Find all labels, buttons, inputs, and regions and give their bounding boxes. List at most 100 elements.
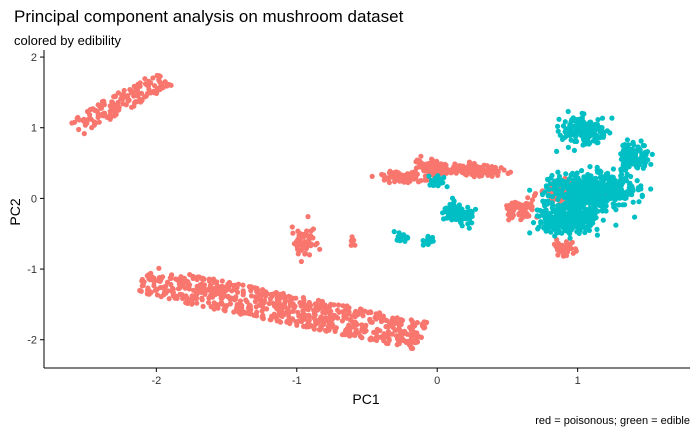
data-point-poisonous [373, 311, 379, 317]
data-point-edible [620, 142, 626, 148]
data-point-edible [629, 192, 635, 198]
data-point-poisonous [306, 236, 312, 242]
data-point-poisonous [111, 113, 117, 119]
data-point-poisonous [421, 325, 427, 331]
data-point-poisonous [481, 162, 487, 168]
data-point-edible [569, 193, 575, 199]
data-point-edible [539, 191, 546, 198]
data-point-poisonous [111, 104, 117, 111]
data-point-poisonous [398, 317, 404, 323]
data-point-edible [587, 164, 593, 170]
data-point-poisonous [373, 316, 379, 322]
data-point-edible [638, 138, 644, 144]
data-point-edible [530, 220, 537, 226]
data-point-poisonous [294, 244, 300, 251]
data-point-poisonous [300, 317, 306, 323]
data-point-poisonous [328, 320, 334, 326]
data-point-poisonous [466, 159, 473, 165]
data-point-poisonous [286, 310, 292, 316]
data-point-poisonous [186, 286, 192, 292]
data-point-poisonous [326, 326, 333, 332]
data-point-edible [429, 177, 435, 184]
data-point-poisonous [163, 283, 169, 289]
data-point-poisonous [254, 313, 260, 319]
data-point-edible [624, 171, 630, 177]
data-point-poisonous [408, 345, 415, 351]
data-point-poisonous [243, 297, 249, 303]
data-point-poisonous [415, 179, 422, 185]
data-point-poisonous [276, 300, 282, 306]
data-point-poisonous [396, 339, 402, 346]
data-point-edible [586, 210, 592, 216]
data-point-poisonous [154, 292, 160, 298]
data-point-poisonous [339, 318, 345, 324]
data-point-edible [575, 182, 581, 188]
data-point-edible [642, 163, 648, 169]
data-point-edible [570, 214, 576, 220]
data-point-edible [594, 226, 600, 232]
data-point-poisonous [210, 290, 216, 296]
data-point-poisonous [240, 290, 246, 296]
data-point-edible [552, 224, 558, 231]
data-point-edible [584, 224, 590, 230]
data-point-poisonous [529, 197, 536, 203]
data-point-poisonous [220, 294, 226, 300]
data-point-poisonous [303, 313, 309, 319]
data-point-edible [634, 178, 640, 184]
data-point-poisonous [352, 242, 358, 248]
data-point-poisonous [135, 81, 141, 87]
data-point-edible [444, 184, 450, 190]
data-point-edible [582, 208, 588, 214]
data-point-poisonous [357, 333, 364, 340]
data-point-edible [588, 193, 594, 199]
data-point-poisonous [99, 99, 105, 105]
data-point-poisonous [260, 312, 266, 318]
data-point-poisonous [381, 177, 387, 183]
data-point-edible [569, 130, 575, 136]
data-point-poisonous [418, 153, 424, 159]
data-point-poisonous [373, 335, 379, 341]
data-point-edible [631, 151, 637, 157]
data-point-edible [458, 206, 464, 212]
data-point-poisonous [311, 322, 317, 329]
data-point-edible [536, 224, 542, 230]
data-point-poisonous [253, 304, 259, 310]
data-point-edible [546, 192, 552, 198]
data-point-edible [562, 215, 568, 221]
data-point-poisonous [562, 243, 569, 249]
data-point-edible [426, 173, 432, 179]
x-tick-label: 1 [575, 375, 581, 387]
data-point-poisonous [231, 309, 237, 315]
data-point-poisonous [312, 301, 318, 307]
data-point-edible [567, 126, 574, 132]
data-point-poisonous [471, 160, 477, 167]
data-point-poisonous [521, 206, 528, 212]
data-point-edible [402, 238, 408, 244]
data-point-poisonous [173, 276, 179, 282]
data-point-edible [599, 207, 605, 213]
data-point-poisonous [527, 205, 534, 211]
data-point-poisonous [407, 324, 413, 330]
data-point-poisonous [486, 168, 492, 174]
data-point-poisonous [568, 245, 574, 252]
data-point-poisonous [218, 299, 224, 305]
data-point-poisonous [216, 291, 222, 297]
data-point-edible [555, 128, 561, 134]
y-tick-label: 2 [31, 52, 37, 64]
data-point-poisonous [260, 287, 266, 293]
data-point-poisonous [315, 297, 322, 303]
data-point-edible [637, 148, 643, 154]
data-point-edible [622, 202, 628, 208]
data-point-poisonous [295, 236, 301, 242]
data-point-poisonous [508, 203, 514, 210]
data-point-poisonous [344, 325, 350, 331]
data-point-poisonous [143, 81, 149, 88]
data-point-poisonous [254, 289, 260, 295]
data-point-poisonous [141, 279, 147, 285]
data-point-poisonous [510, 212, 516, 218]
data-point-poisonous [295, 251, 301, 257]
data-point-edible [622, 195, 628, 201]
data-point-poisonous [276, 308, 282, 315]
data-point-poisonous [317, 246, 323, 252]
data-point-edible [543, 228, 549, 234]
